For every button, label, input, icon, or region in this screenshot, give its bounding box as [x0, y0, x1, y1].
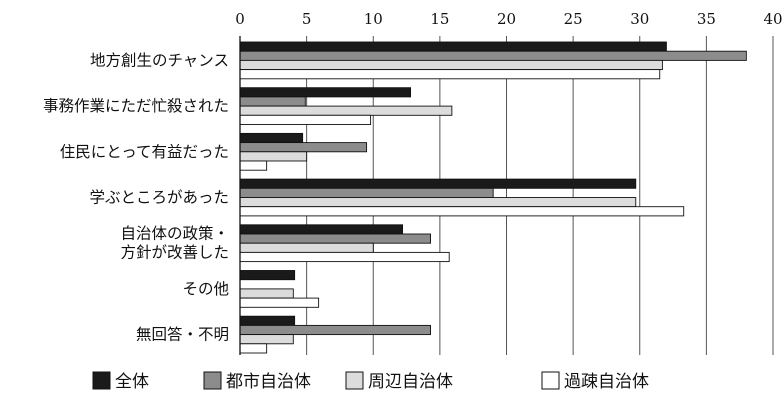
bar-周辺自治体-5: [239, 288, 294, 299]
category-label: 事務作業にただ忙殺された: [43, 97, 229, 115]
bar-全体-2: [239, 132, 304, 144]
bar-都市自治体-0: [239, 50, 747, 61]
x-tick-label: 25: [564, 10, 583, 28]
legend-swatch-3: [541, 371, 560, 390]
legend: 全体 都市自治体 周辺自治体 過疎自治体: [92, 371, 649, 392]
x-axis-ticks: 0 5 10 15 20 25 30 35 40: [235, 10, 782, 28]
x-tick-label: 30: [630, 10, 649, 28]
bar-過疎自治体-1: [239, 114, 372, 125]
bar-全体-6: [239, 315, 296, 326]
x-tick-label: 0: [235, 10, 245, 28]
legend-label-2: 周辺自治体: [368, 372, 453, 392]
bar-周辺自治体-3: [239, 197, 637, 208]
bar-全体-4: [239, 224, 404, 235]
bar-全体-5: [239, 270, 296, 281]
category-label: 自治体の政策・: [120, 225, 229, 243]
category-label: 住民にとって有益だった: [60, 143, 229, 161]
legend-label-0: 全体: [115, 372, 149, 392]
x-tick-label: 20: [497, 10, 516, 28]
bar-周辺自治体-1: [239, 105, 453, 116]
bar-全体-3: [239, 178, 637, 189]
bar-都市自治体-4: [239, 233, 431, 244]
legend-swatch-2: [345, 371, 364, 390]
bar-周辺自治体-2: [239, 151, 308, 162]
x-tick-label: 15: [430, 10, 449, 28]
category-label: 無回答・不明: [136, 326, 229, 344]
bar-過疎自治体-5: [239, 297, 320, 308]
bar-都市自治体-1: [239, 96, 306, 107]
category-labels: 地方創生のチャンス事務作業にただ忙殺された住民にとって有益だった学ぶところがあっ…: [43, 51, 229, 343]
legend-swatch-1: [203, 371, 222, 390]
bar-周辺自治体-4: [239, 242, 374, 253]
category-label: 地方創生のチャンス: [90, 51, 229, 69]
x-tick-label: 40: [763, 10, 782, 28]
legend-label-3: 過疎自治体: [564, 372, 649, 392]
bar-過疎自治体-0: [239, 69, 661, 80]
bars: [239, 41, 747, 354]
bar-都市自治体-2: [239, 142, 368, 153]
x-tick-label: 10: [364, 10, 383, 28]
legend-label-1: 都市自治体: [226, 372, 311, 392]
category-label: 学ぶところがあった: [89, 189, 229, 207]
bar-過疎自治体-3: [239, 206, 685, 217]
category-label: 方針が改善した: [120, 244, 229, 262]
bar-過疎自治体-4: [239, 251, 450, 263]
bar-都市自治体-3: [239, 187, 494, 198]
bar-都市自治体-6: [239, 324, 431, 336]
bar-全体-0: [239, 41, 667, 52]
bar-過疎自治体-6: [239, 343, 268, 354]
bar-周辺自治体-6: [239, 334, 294, 345]
bar-周辺自治体-0: [239, 59, 663, 71]
bar-全体-1: [239, 87, 412, 98]
x-tick-label: 35: [697, 10, 716, 28]
category-label: その他: [182, 280, 229, 298]
bar-過疎自治体-2: [239, 160, 268, 171]
legend-swatch-0: [92, 371, 111, 390]
x-tick-label: 5: [302, 10, 312, 28]
